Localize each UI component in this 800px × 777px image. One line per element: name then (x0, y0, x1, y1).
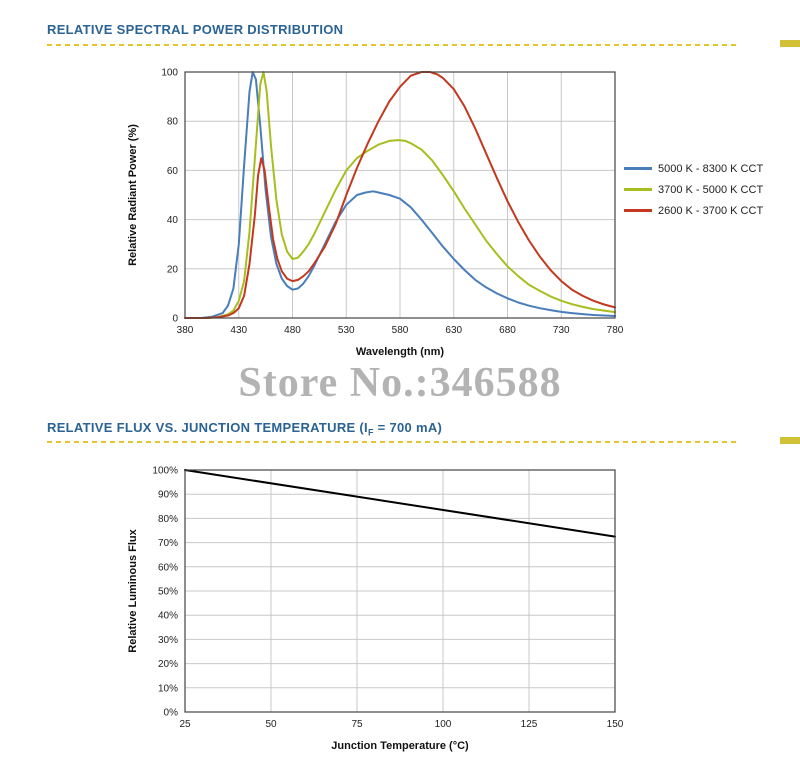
section-divider-2 (47, 441, 737, 443)
y-tick-label: 60% (158, 562, 178, 573)
y-tick-label: 50% (158, 587, 178, 598)
x-tick-label: 50 (265, 719, 277, 730)
y-tick-label: 100 (161, 68, 178, 79)
x-tick-label: 730 (553, 325, 570, 336)
x-tick-label: 530 (338, 325, 355, 336)
legend-row-warm-white: 2600 K - 3700 K CCT (624, 200, 763, 221)
x-tick-label: 480 (284, 325, 301, 336)
x-tick-label: 25 (179, 719, 191, 730)
legend-line-swatch-yellow-green (624, 188, 652, 191)
y-tick-label: 80% (158, 514, 178, 525)
y-tick-label: 90% (158, 490, 178, 501)
legend-label-cool-white: 5000 K - 8300 K CCT (658, 162, 764, 175)
legend-label-warm-white: 2600 K - 3700 K CCT (658, 204, 764, 217)
legend-row-cool-white: 5000 K - 8300 K CCT (624, 158, 763, 179)
plot-border (184, 469, 616, 713)
legend-line-swatch-red (624, 209, 652, 212)
x-tick-label: 580 (392, 325, 409, 336)
y-tick-label: 60 (167, 166, 179, 177)
section-divider-1 (47, 44, 737, 46)
flux-vs-temperature-chart: 25 50 75 100 125 150 0% 10% 20% 30% 40% 50% 60% 70% 80… (152, 466, 624, 731)
legend-row-neutral-white: 3700 K - 5000 K CCT (624, 179, 763, 200)
x-axis-label-junction-temperature: Junction Temperature (°C) (331, 740, 469, 752)
section-title-2-suffix: = 700 mA) (373, 420, 443, 435)
page-edge-mark-1 (780, 40, 800, 47)
page-edge-mark-2 (780, 437, 800, 444)
y-axis-label-radiant-power: Relative Radiant Power (%) (127, 124, 139, 266)
legend-label-neutral-white: 3700 K - 5000 K CCT (658, 183, 764, 196)
section-title-2-subscript: F (367, 427, 374, 438)
y-tick-label: 80 (167, 117, 179, 128)
y-tick-label: 100% (152, 466, 178, 477)
y-tick-label: 30% (158, 635, 178, 646)
x-tick-label: 680 (499, 325, 516, 336)
x-tick-label: 630 (445, 325, 462, 336)
x-tick-label: 780 (607, 325, 624, 336)
x-tick-label: 100 (435, 719, 452, 730)
y-tick-label: 40 (167, 215, 179, 226)
plot-border (184, 71, 616, 319)
y-tick-label: 20 (167, 264, 179, 275)
series-line (184, 71, 616, 319)
y-tick-label: 20% (158, 659, 178, 670)
y-tick-label: 70% (158, 538, 178, 549)
x-tick-label: 125 (521, 719, 538, 730)
spectral-power-chart: 380 430 480 530 580 630 680 730 780 0 20 40 60 80 100 (161, 68, 624, 337)
x-tick-label: 380 (177, 325, 194, 336)
spectral-chart-legend: 5000 K - 8300 K CCT 3700 K - 5000 K CCT … (624, 158, 763, 221)
section-title-2-prefix: RELATIVE FLUX VS. JUNCTION TEMPERATURE (… (47, 420, 368, 435)
y-tick-label: 0% (164, 708, 179, 719)
x-tick-label: 75 (351, 719, 363, 730)
legend-line-swatch-blue (624, 167, 652, 170)
x-tick-label: 430 (230, 325, 247, 336)
y-tick-label: 10% (158, 683, 178, 694)
y-tick-label: 40% (158, 611, 178, 622)
y-tick-label: 0 (172, 314, 178, 325)
series-line (184, 71, 616, 319)
section-title-flux-vs-temperature: RELATIVE FLUX VS. JUNCTION TEMPERATURE (… (47, 420, 737, 441)
series-line (184, 469, 616, 538)
x-axis-label-wavelength: Wavelength (nm) (355, 346, 445, 358)
y-axis-label-luminous-flux: Relative Luminous Flux (127, 529, 139, 653)
x-tick-label: 150 (607, 719, 624, 730)
section-title-spectral-power: RELATIVE SPECTRAL POWER DISTRIBUTION (47, 22, 344, 37)
